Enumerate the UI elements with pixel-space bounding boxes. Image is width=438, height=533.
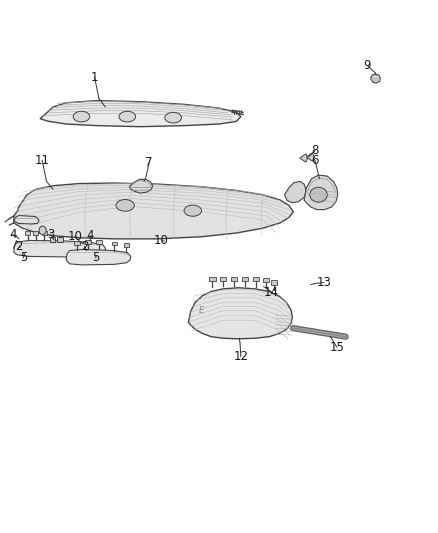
Bar bbox=[42, 231, 47, 235]
Text: 4: 4 bbox=[86, 229, 94, 242]
Text: 10: 10 bbox=[67, 230, 82, 243]
Bar bbox=[242, 277, 248, 281]
Bar bbox=[124, 243, 129, 247]
Bar bbox=[96, 240, 102, 244]
Polygon shape bbox=[306, 153, 314, 161]
Ellipse shape bbox=[184, 205, 201, 216]
Text: 9: 9 bbox=[364, 59, 371, 72]
Bar bbox=[112, 241, 117, 245]
Polygon shape bbox=[304, 175, 338, 209]
Circle shape bbox=[39, 226, 46, 235]
Text: 7: 7 bbox=[145, 156, 153, 169]
Bar bbox=[220, 277, 226, 281]
Bar bbox=[74, 241, 80, 245]
Text: 4: 4 bbox=[9, 228, 17, 241]
Text: 6: 6 bbox=[311, 154, 319, 167]
Bar bbox=[271, 280, 277, 285]
Bar bbox=[25, 231, 30, 235]
Ellipse shape bbox=[165, 112, 181, 123]
Text: 3: 3 bbox=[47, 228, 55, 241]
Text: 5: 5 bbox=[92, 252, 99, 264]
Polygon shape bbox=[130, 179, 152, 193]
Text: 2: 2 bbox=[81, 240, 88, 253]
Polygon shape bbox=[285, 181, 306, 203]
Bar bbox=[209, 277, 215, 281]
Polygon shape bbox=[40, 101, 241, 127]
Bar bbox=[33, 231, 38, 235]
Bar bbox=[57, 237, 63, 241]
Polygon shape bbox=[14, 183, 293, 239]
Ellipse shape bbox=[116, 199, 134, 211]
Ellipse shape bbox=[73, 111, 90, 122]
Text: 11: 11 bbox=[35, 154, 49, 167]
Text: 2: 2 bbox=[15, 240, 23, 253]
Text: 13: 13 bbox=[316, 276, 331, 289]
Bar bbox=[85, 240, 91, 244]
Text: 10: 10 bbox=[154, 235, 169, 247]
Text: 15: 15 bbox=[329, 341, 344, 354]
Text: 12: 12 bbox=[233, 350, 248, 364]
Polygon shape bbox=[14, 240, 106, 257]
Ellipse shape bbox=[119, 111, 136, 122]
Bar bbox=[231, 277, 237, 281]
Polygon shape bbox=[66, 249, 131, 265]
Text: E: E bbox=[199, 306, 204, 315]
Text: 1: 1 bbox=[91, 71, 98, 84]
Polygon shape bbox=[188, 288, 292, 339]
Text: 5: 5 bbox=[20, 252, 27, 264]
Bar bbox=[263, 278, 269, 282]
Bar bbox=[50, 237, 55, 241]
Polygon shape bbox=[14, 215, 39, 224]
Bar bbox=[253, 277, 259, 281]
Polygon shape bbox=[371, 74, 381, 83]
Text: 14: 14 bbox=[264, 286, 279, 298]
Ellipse shape bbox=[310, 187, 327, 202]
Polygon shape bbox=[300, 154, 307, 163]
Text: 8: 8 bbox=[311, 144, 319, 157]
